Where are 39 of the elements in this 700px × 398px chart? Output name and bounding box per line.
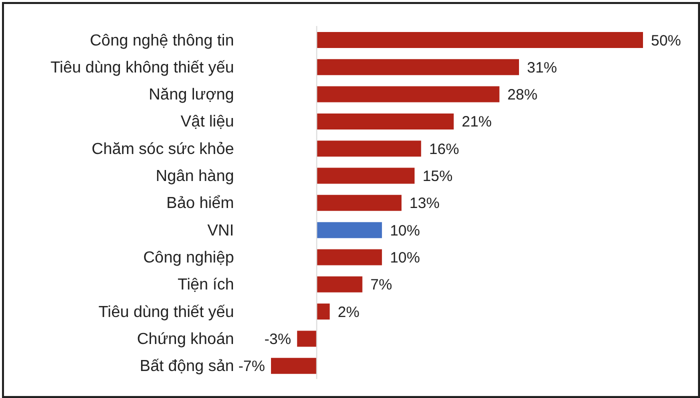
bar — [271, 358, 317, 374]
y-tick-label: Chăm sóc sức khỏe — [92, 140, 234, 158]
bar — [316, 32, 643, 48]
y-tick-label: Năng lượng — [148, 86, 234, 104]
bar — [316, 59, 519, 76]
bar — [316, 86, 500, 102]
bar — [316, 113, 454, 130]
data-label: 13% — [410, 195, 440, 212]
y-tick-label: Ngân hàng — [156, 168, 234, 186]
bar — [316, 304, 330, 320]
bar — [316, 222, 382, 238]
data-label: 15% — [422, 168, 453, 186]
y-tick-label: Bất động sản — [140, 358, 234, 376]
y-tick-label: Tiêu dùng không thiết yếu — [50, 59, 234, 76]
data-label: 16% — [429, 140, 460, 158]
data-label: 21% — [462, 114, 492, 131]
y-tick-label: Công nghiệp — [143, 249, 234, 266]
y-tick-label: Tiêu dùng thiết yếu — [98, 304, 234, 321]
data-label: -3% — [264, 330, 292, 348]
data-label: 31% — [527, 59, 558, 76]
y-tick-label: VNI — [207, 222, 234, 240]
bar — [316, 194, 402, 211]
y-tick-label: Chứng khoán — [137, 330, 234, 348]
bar — [316, 168, 415, 184]
data-label: 50% — [651, 32, 682, 50]
data-label: 2% — [338, 304, 360, 321]
data-label: 10% — [390, 249, 420, 266]
data-label: 10% — [390, 222, 420, 240]
data-label: 7% — [370, 276, 392, 294]
bar — [316, 249, 382, 266]
y-tick-label: Vật liệu — [180, 114, 234, 131]
y-tick-label: Công nghệ thông tin — [90, 32, 234, 50]
data-label: 28% — [507, 86, 538, 104]
bar — [297, 330, 317, 347]
bar — [316, 276, 362, 292]
y-tick-label: Tiện ích — [178, 276, 234, 294]
bar — [316, 140, 422, 157]
data-label: -7% — [238, 358, 265, 376]
y-tick-label: Bảo hiểm — [166, 195, 234, 212]
